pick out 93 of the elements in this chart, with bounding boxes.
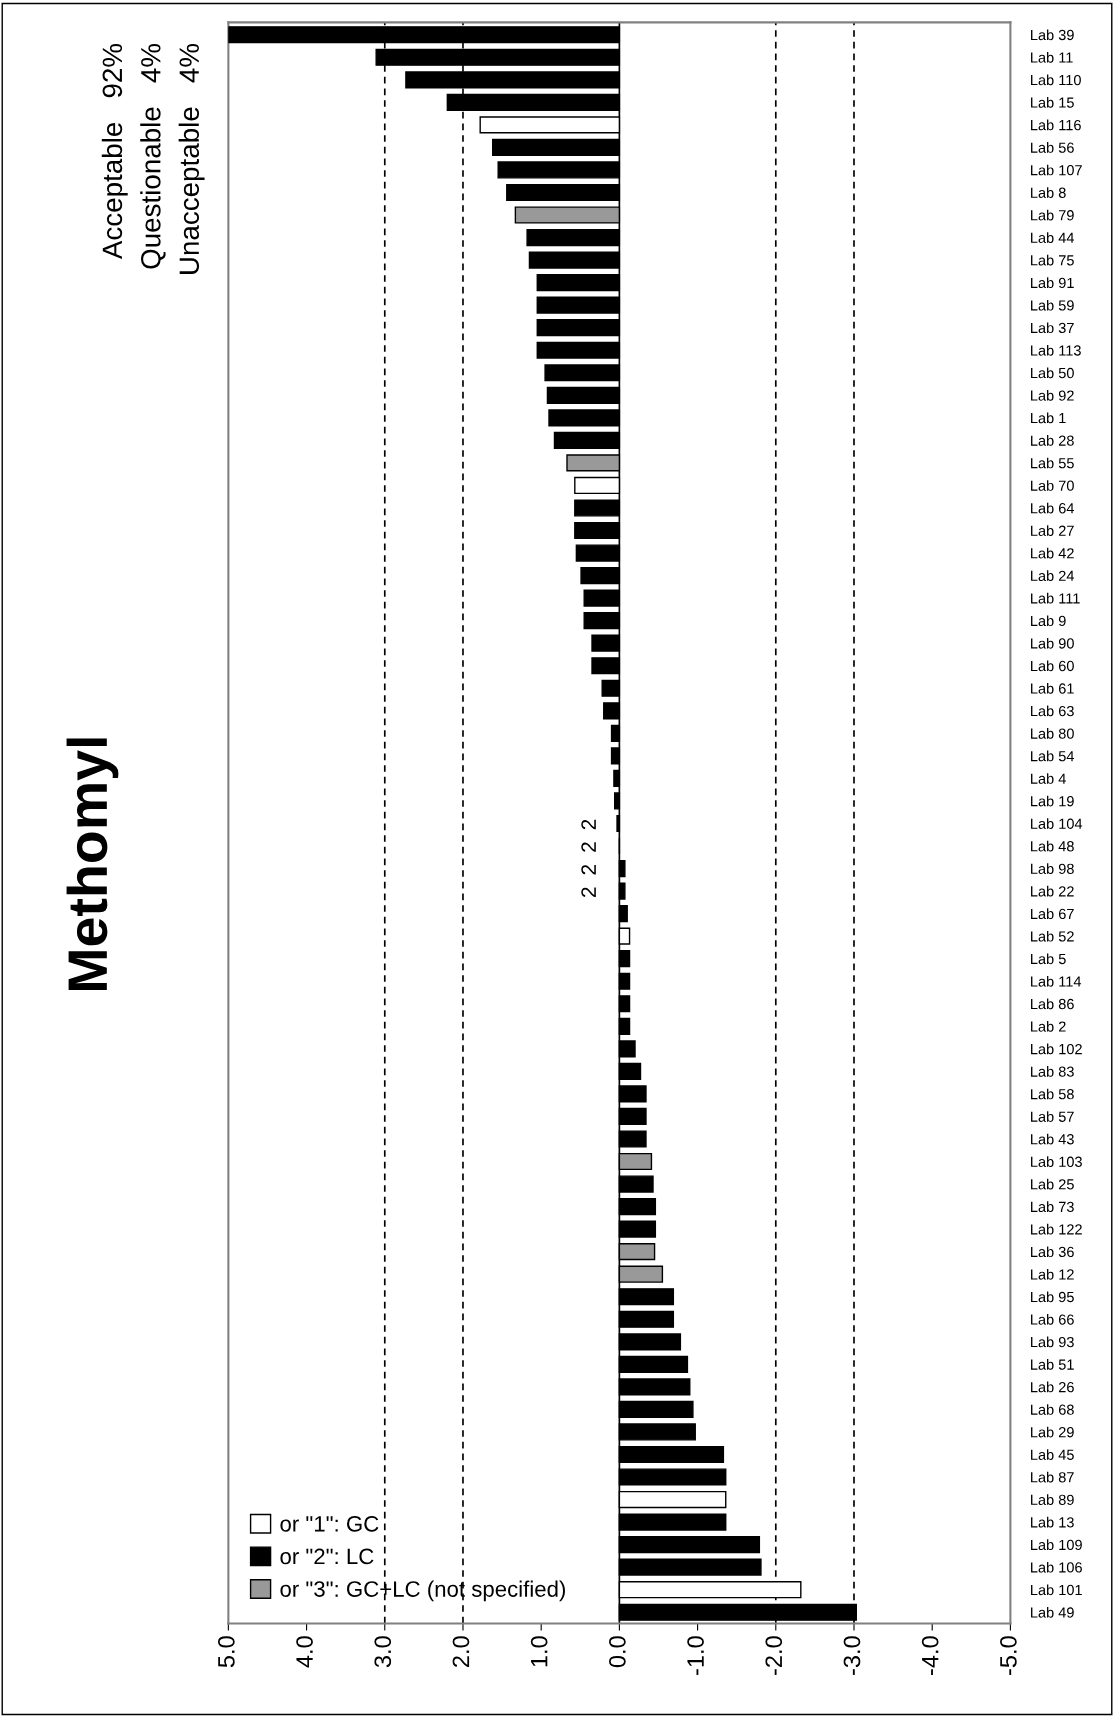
y-tick-label: Lab 122 [1031,1223,1082,1235]
y-tick-label: Lab 22 [1031,885,1074,897]
y-tick-label: Lab 37 [1031,322,1074,334]
y-tick-label: Lab 114 [1031,975,1082,987]
legend-label: or "3": GC+LC (not specified) [280,1580,565,1602]
y-tick-label: Lab 89 [1031,1494,1074,1505]
y-tick-label: Lab 63 [1031,705,1074,717]
y-tick-label: Lab 57 [1031,1111,1074,1122]
y-tick-label: Lab 45 [1031,1449,1074,1460]
y-tick-label: Lab 106 [1031,1561,1082,1573]
y-tick-label: Lab 19 [1031,795,1074,807]
y-tick-label: Lab 43 [1031,1133,1074,1145]
legend-label: or "1": GC [280,1515,379,1532]
y-tick-label: Lab 87 [1031,1471,1074,1483]
text: Methomyl [66,738,119,991]
x-tick-label: 5.0 [217,1636,235,1668]
y-tick-label: Lab 95 [1031,1291,1074,1303]
y-tick-label: Lab 110 [1031,74,1081,86]
y-tick-label: Lab 1 [1031,412,1066,424]
y-tick-label: Lab 27 [1031,525,1074,536]
text: Questionable 4% [140,43,166,269]
x-tick-label: -1.0 [687,1636,704,1675]
y-tick-label: Lab 36 [1031,1246,1074,1258]
annotation: 2 [581,887,596,897]
x-tick-label: -5.0 [1000,1636,1017,1675]
y-tick-label: Lab 59 [1031,299,1074,311]
y-tick-label: Lab 104 [1031,818,1083,829]
y-tick-label: Lab 9 [1031,615,1066,627]
y-tick-label: Lab 42 [1031,547,1074,559]
y-tick-label: Lab 67 [1031,908,1074,920]
y-tick-label: Lab 101 [1031,1584,1082,1596]
y-tick-label: Lab 60 [1031,660,1074,672]
y-tick-label: Lab 4 [1031,773,1066,784]
y-tick-label: Lab 109 [1031,1539,1082,1551]
y-tick-label: Lab 92 [1031,390,1074,401]
annotation: 2 [581,864,596,875]
legend-label: or "2": LC [280,1548,374,1565]
y-tick-label: Lab 91 [1031,277,1074,289]
y-tick-label: Lab 2 [1031,1021,1066,1032]
y-tick-label: Lab 5 [1031,953,1066,965]
x-tick-label: -4.0 [921,1636,939,1675]
text: Acceptable 92% [101,43,128,260]
y-tick-label: Lab 111 [1031,592,1080,604]
y-tick-label: Lab 11 [1031,51,1073,63]
y-tick-label: Lab 58 [1031,1088,1074,1100]
y-tick-label: Lab 113 [1031,344,1081,356]
y-tick-label: Lab 93 [1031,1336,1074,1348]
y-tick-label: Lab 13 [1031,1516,1074,1528]
y-tick-label: Lab 64 [1031,502,1075,514]
y-tick-label: Lab 56 [1031,142,1074,153]
x-tick-label: -2.0 [765,1636,783,1675]
y-tick-label: Lab 48 [1031,840,1074,852]
y-tick-label: Lab 12 [1031,1268,1074,1280]
x-tick-label: 1.0 [530,1636,548,1667]
x-tick-label: -3.0 [843,1636,861,1675]
y-tick-label: Lab 73 [1031,1201,1074,1213]
y-tick-label: Lab 51 [1031,1359,1074,1370]
y-tick-label: Lab 55 [1031,457,1074,469]
x-tick-label: 3.0 [374,1636,392,1668]
y-tick-label: Lab 80 [1031,728,1074,739]
y-tick-label: Lab 49 [1031,1606,1074,1618]
y-tick-label: Lab 26 [1031,1381,1074,1393]
x-tick-label: 0.0 [609,1636,626,1668]
y-tick-label: Lab 90 [1031,637,1074,649]
y-tick-label: Lab 39 [1031,29,1074,41]
y-tick-label: Lab 83 [1031,1066,1074,1077]
x-tick-label: 2.0 [452,1636,470,1667]
y-tick-label: Lab 29 [1031,1426,1074,1438]
y-tick-label: Lab 28 [1031,435,1074,446]
y-tick-label: Lab 68 [1031,1404,1074,1415]
y-tick-label: Lab 8 [1031,187,1066,198]
y-tick-label: Lab 103 [1031,1156,1082,1167]
y-tick-label: Lab 98 [1031,863,1074,874]
text: Unacceptable 4% [178,43,205,274]
y-tick-label: Lab 24 [1031,570,1075,582]
y-tick-label: Lab 116 [1031,119,1081,131]
y-tick-label: Lab 102 [1031,1043,1082,1055]
y-tick-label: Lab 66 [1031,1313,1074,1325]
y-tick-label: Lab 52 [1031,930,1074,942]
y-tick-label: Lab 25 [1031,1178,1074,1190]
y-tick-label: Lab 54 [1031,750,1075,762]
y-tick-label: Lab 61 [1031,682,1074,694]
y-tick-label: Lab 107 [1031,164,1082,176]
y-tick-label: Lab 15 [1031,97,1074,108]
y-tick-label: Lab 79 [1031,209,1074,221]
y-tick-label: Lab 50 [1031,367,1074,379]
y-tick-label: Lab 70 [1031,480,1074,491]
y-tick-label: Lab 44 [1031,232,1075,243]
annotation: 2 [581,842,596,852]
x-tick-label: 4.0 [296,1636,313,1668]
annotation: 2 [581,819,596,830]
y-tick-label: Lab 86 [1031,998,1074,1010]
y-tick-label: Lab 75 [1031,254,1074,266]
